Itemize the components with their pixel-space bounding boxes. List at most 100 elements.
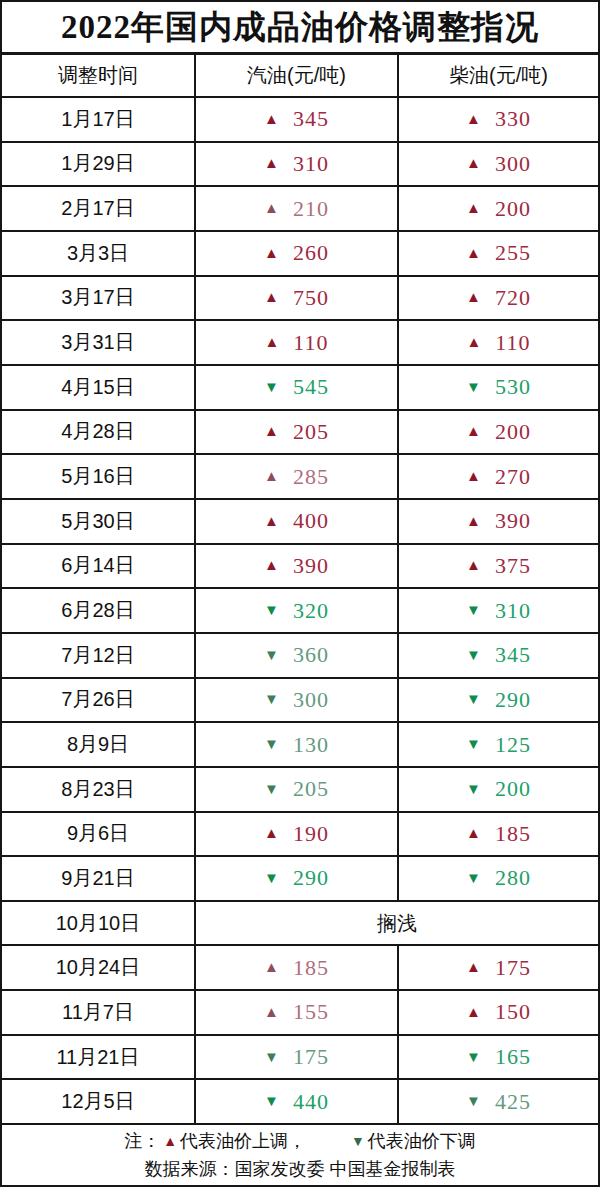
down-triangle-icon: ▼ [264, 1049, 279, 1064]
adjustment-value: 545 [293, 374, 329, 400]
adjustment-value: 290 [495, 687, 531, 713]
up-triangle-icon: ▲ [264, 468, 279, 483]
adjustment-value: 310 [293, 151, 329, 177]
adjustment-value: 205 [293, 419, 329, 445]
gasoline-value-cell: ▼130 [196, 723, 399, 766]
diesel-value-cell: ▲300 [399, 143, 598, 186]
date-cell: 10月10日 [2, 902, 196, 945]
up-triangle-icon: ▲ [466, 1004, 481, 1019]
header-cell-date: 调整时间 [2, 55, 196, 96]
table-row: 11月7日▲155▲150 [2, 991, 598, 1036]
gasoline-value-cell: ▲210 [196, 187, 399, 230]
date-cell: 12月5日 [2, 1080, 196, 1123]
up-triangle-icon: ▲ [264, 825, 279, 840]
date-cell: 7月12日 [2, 634, 196, 677]
gasoline-value-cell: ▲110 [196, 321, 399, 364]
down-triangle-icon: ▼ [264, 379, 279, 394]
up-triangle-icon: ▲ [264, 200, 279, 215]
diesel-value-cell: ▲ 175 [399, 946, 598, 989]
up-triangle-icon: ▲ [466, 557, 481, 572]
gasoline-value-cell: ▲400 [196, 500, 399, 543]
adjustment-value: 440 [293, 1089, 329, 1115]
table-row: 11月21日 ▼ 175 ▼ 165 [2, 1036, 598, 1081]
date-cell: 5月16日 [2, 455, 196, 498]
adjustment-value: 200 [495, 419, 531, 445]
down-triangle-icon: ▼ [466, 691, 481, 706]
adjustment-value: 345 [293, 106, 329, 132]
adjustment-value: 330 [495, 106, 531, 132]
up-triangle-icon: ▲ [466, 959, 481, 974]
adjustment-value: 425 [495, 1089, 531, 1115]
adjustment-value: 110 [293, 330, 328, 356]
header-cell-gasoline: 汽油(元/吨) [196, 55, 399, 96]
date-cell: 6月28日 [2, 589, 196, 632]
down-triangle-icon: ▼ [264, 1093, 279, 1108]
adjustment-value: 280 [495, 865, 531, 891]
date-cell: 11月21日 [2, 1036, 196, 1079]
diesel-value-cell: ▲ 390 [399, 500, 598, 543]
date-cell: 9月21日 [2, 857, 196, 900]
adjustment-value: 200 [495, 776, 531, 802]
date-cell: 5月30日 [2, 500, 196, 543]
down-triangle-icon: ▼ [466, 1093, 481, 1108]
down-triangle-icon: ▼ [466, 736, 481, 751]
adjustment-value: 150 [495, 999, 531, 1025]
adjustment-value: 270 [495, 464, 531, 490]
diesel-value-cell: ▲200 [399, 411, 598, 454]
gasoline-value-cell: ▲ 310 [196, 143, 399, 186]
up-triangle-icon: ▲ [264, 959, 279, 974]
table-row: 5月16日 ▲ 285 ▲ 270 [2, 455, 598, 500]
adjustment-value: 175 [293, 1044, 329, 1070]
up-triangle-icon: ▲ [264, 155, 279, 170]
table-row: 6月14日▲390▲375 [2, 545, 598, 590]
gasoline-value-cell: ▼205 [196, 768, 399, 811]
gasoline-value-cell: ▲185 [196, 946, 399, 989]
gasoline-value-cell: ▼ 545 [196, 366, 399, 409]
down-triangle-icon: ▼ [466, 1049, 481, 1064]
table-row: 8月9日▼130▼125 [2, 723, 598, 768]
table-row: 5月30日▲400 ▲ 390 [2, 500, 598, 545]
diesel-value-cell: ▼ 290 [399, 679, 598, 722]
adjustment-value: 175 [495, 955, 531, 981]
adjustment-value: 165 [495, 1044, 531, 1070]
down-triangle-icon: ▼ [264, 870, 279, 885]
up-triangle-icon: ▲ [466, 468, 481, 483]
up-triangle-icon: ▲ [264, 111, 279, 126]
date-cell: 8月23日 [2, 768, 196, 811]
down-triangle-icon: ▼ [466, 647, 481, 662]
date-cell: 3月17日 [2, 277, 196, 320]
up-triangle-icon: ▲ [264, 245, 279, 260]
footer-down-legend-text: 代表油价下调 [368, 1128, 476, 1154]
table-row: 12月5日 ▼ 440 ▼ 425 [2, 1080, 598, 1125]
down-triangle-icon: ▼ [264, 781, 279, 796]
up-triangle-icon: ▲ [466, 334, 481, 349]
adjustment-value: 720 [495, 285, 531, 311]
adjustment-value: 130 [293, 732, 329, 758]
down-triangle-icon: ▼ [264, 647, 279, 662]
up-triangle-icon: ▲ [466, 245, 481, 260]
adjustment-value: 310 [495, 598, 531, 624]
up-triangle-icon: ▲ [264, 423, 279, 438]
adjustment-value: 750 [293, 285, 329, 311]
diesel-value-cell: ▲255 [399, 232, 598, 275]
down-triangle-icon: ▼ [264, 691, 279, 706]
adjustment-value: 400 [293, 508, 329, 534]
adjustment-value: 200 [495, 196, 531, 222]
adjustment-value: 390 [293, 553, 329, 579]
adjustment-value: 345 [495, 642, 531, 668]
up-triangle-icon: ▲ [466, 513, 481, 528]
diesel-value-cell: ▼280 [399, 857, 598, 900]
legend-down-triangle-icon: ▼ [351, 1128, 365, 1154]
gasoline-value-cell: ▲ 345 [196, 98, 399, 141]
adjustment-value: 390 [495, 508, 531, 534]
gasoline-value-cell: ▲750 [196, 277, 399, 320]
adjustment-value: 300 [293, 687, 329, 713]
table-row: 3月31日▲110▲110 [2, 321, 598, 366]
date-cell: 1月29日 [2, 143, 196, 186]
adjustment-value: 285 [293, 464, 329, 490]
diesel-value-cell: ▲ 150 [399, 991, 598, 1034]
date-cell: 2月17日 [2, 187, 196, 230]
diesel-value-cell: ▼125 [399, 723, 598, 766]
gasoline-value-cell: ▲ 205 [196, 411, 399, 454]
date-cell: 7月26日 [2, 679, 196, 722]
